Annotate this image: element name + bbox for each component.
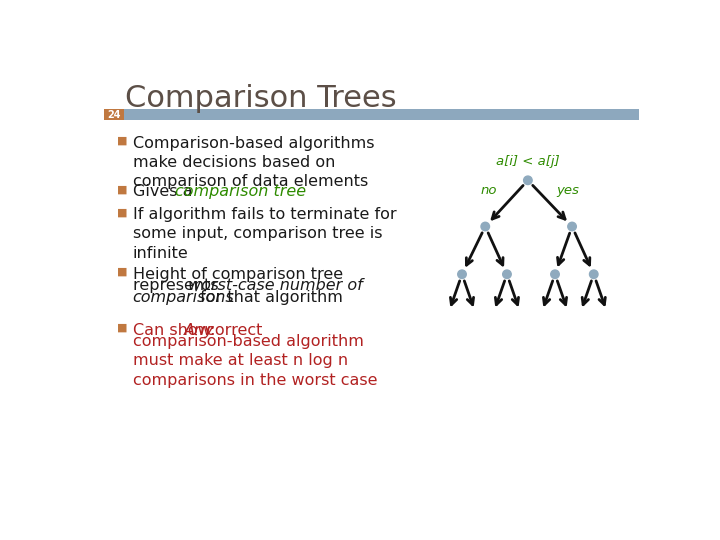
Text: ■: ■ (117, 267, 127, 276)
Circle shape (481, 222, 490, 231)
Text: Comparison-based algorithms
make decisions based on
comparison of data elements: Comparison-based algorithms make decisio… (132, 136, 374, 189)
Text: represents: represents (132, 278, 223, 293)
Text: worst-case number of: worst-case number of (189, 278, 363, 293)
Text: Can show:: Can show: (132, 323, 220, 338)
Text: ■: ■ (117, 207, 127, 217)
Bar (104, 110, 124, 120)
Circle shape (551, 270, 559, 279)
Text: comparison tree: comparison tree (175, 184, 307, 199)
Text: ■: ■ (117, 136, 127, 146)
Text: Gives a: Gives a (132, 184, 197, 199)
Text: ■: ■ (117, 184, 127, 194)
Circle shape (523, 176, 532, 185)
Bar (124, 110, 639, 120)
Text: comparison-based algorithm
must make at least n log n
comparisons in the worst c: comparison-based algorithm must make at … (132, 334, 377, 388)
Text: correct: correct (201, 323, 262, 338)
Text: ■: ■ (117, 323, 127, 333)
Text: comparisons: comparisons (132, 289, 235, 305)
Text: Height of comparison tree: Height of comparison tree (132, 267, 343, 281)
Text: If algorithm fails to terminate for
some input, comparison tree is
infinite: If algorithm fails to terminate for some… (132, 207, 396, 261)
Circle shape (503, 270, 511, 279)
Circle shape (590, 270, 598, 279)
Circle shape (458, 270, 467, 279)
Text: a[i] < a[j]: a[i] < a[j] (496, 155, 559, 168)
Text: Any: Any (184, 323, 215, 338)
Text: 24: 24 (107, 110, 121, 120)
Text: for that algorithm: for that algorithm (194, 289, 343, 305)
Text: Comparison Trees: Comparison Trees (125, 84, 397, 113)
Circle shape (568, 222, 576, 231)
Text: no: no (481, 184, 498, 197)
Text: yes: yes (556, 184, 579, 197)
